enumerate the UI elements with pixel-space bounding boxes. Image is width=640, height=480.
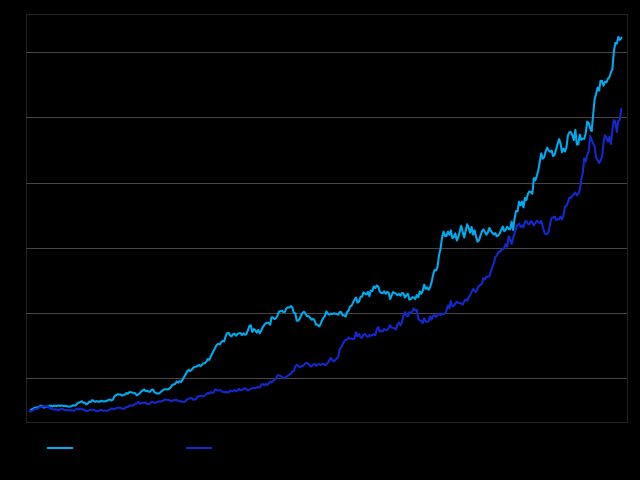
Line: Equal weight: Equal weight (30, 37, 621, 411)
Market cap weight (26, 408, 34, 414)
Equal weight (97, 398, 105, 404)
Market cap weight (262, 381, 269, 387)
Line: Market cap weight: Market cap weight (30, 109, 621, 411)
Legend: Equal weight, Market cap weight: Equal weight, Market cap weight (43, 439, 323, 457)
Market cap weight (94, 408, 102, 414)
Equal weight (398, 290, 406, 296)
Equal weight (614, 34, 622, 40)
Market cap weight (458, 301, 465, 307)
Market cap weight (99, 408, 106, 414)
Market cap weight (220, 389, 228, 395)
Equal weight (260, 322, 268, 328)
Market cap weight (399, 313, 407, 319)
Equal weight (618, 35, 625, 41)
Market cap weight (618, 106, 625, 112)
Equal weight (453, 238, 461, 243)
Equal weight (219, 338, 227, 344)
Market cap weight (454, 300, 462, 306)
Equal weight (456, 228, 463, 234)
Equal weight (26, 408, 34, 414)
